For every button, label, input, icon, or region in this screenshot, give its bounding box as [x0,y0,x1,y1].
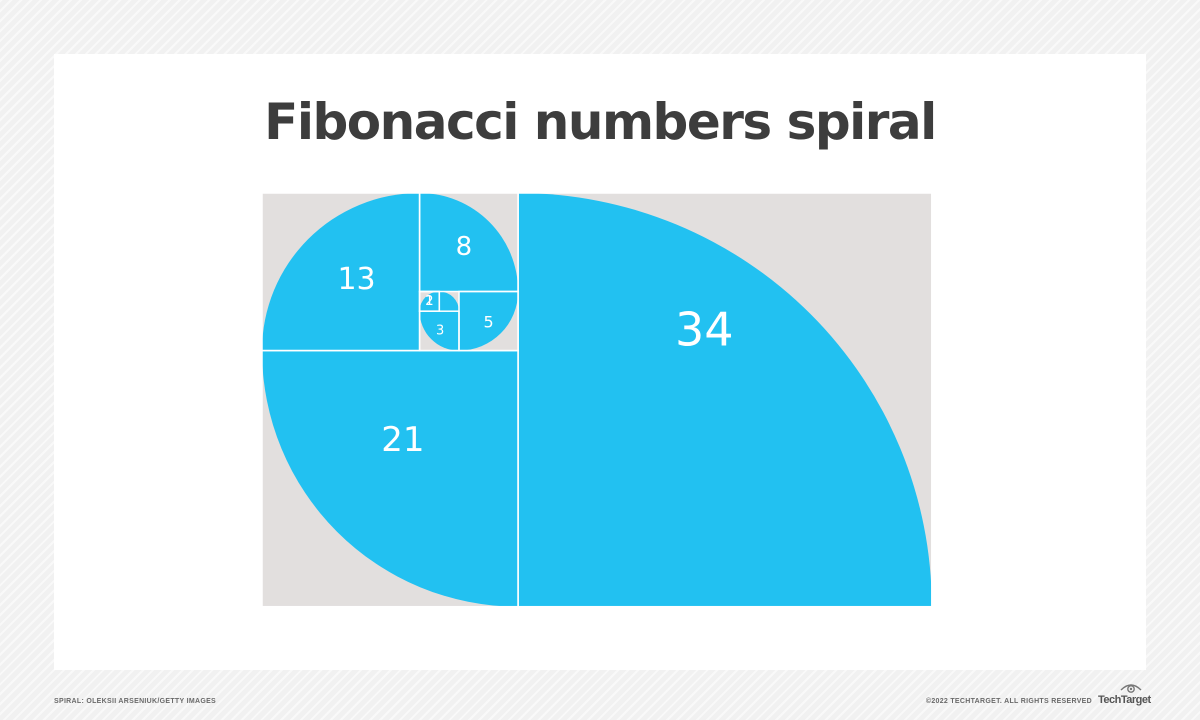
spiral-sector [419,311,459,351]
page-title: Fibonacci numbers spiral [264,93,937,151]
square-label-21: 21 [381,420,424,460]
spiral-sector [262,193,420,351]
square-label-34: 34 [675,303,734,357]
square-label-1: 1 [425,294,433,309]
square-label-3: 3 [436,323,444,338]
image-credit: SPIRAL: OLEKSII ARSENIUK/GETTY IMAGES [54,698,217,705]
copyright-notice: ©2022 TECHTARGET. ALL RIGHTS RESERVED [925,698,1092,705]
square-label-5: 5 [483,313,493,332]
brand-name: TechTarget [1098,694,1151,706]
fibonacci-spiral-figure: 1 2 3 5 8 13 21 34 [262,193,938,609]
square-outline [517,193,933,608]
fibonacci-spiral-diagram: 123 5 8 13 21 34 [262,193,933,608]
square-label-13: 13 [337,262,375,297]
square-label-8: 8 [456,232,473,262]
spiral-sector [459,291,519,351]
spiral-sector [419,291,440,312]
square-label-2: 2 [425,294,433,309]
spiral-sector [419,193,519,292]
techtarget-logo: TechTarget [1098,682,1151,708]
spiral-sector [439,291,459,312]
spiral-sector [262,350,519,607]
eye-icon [1120,684,1142,693]
spiral-sector [518,193,932,607]
